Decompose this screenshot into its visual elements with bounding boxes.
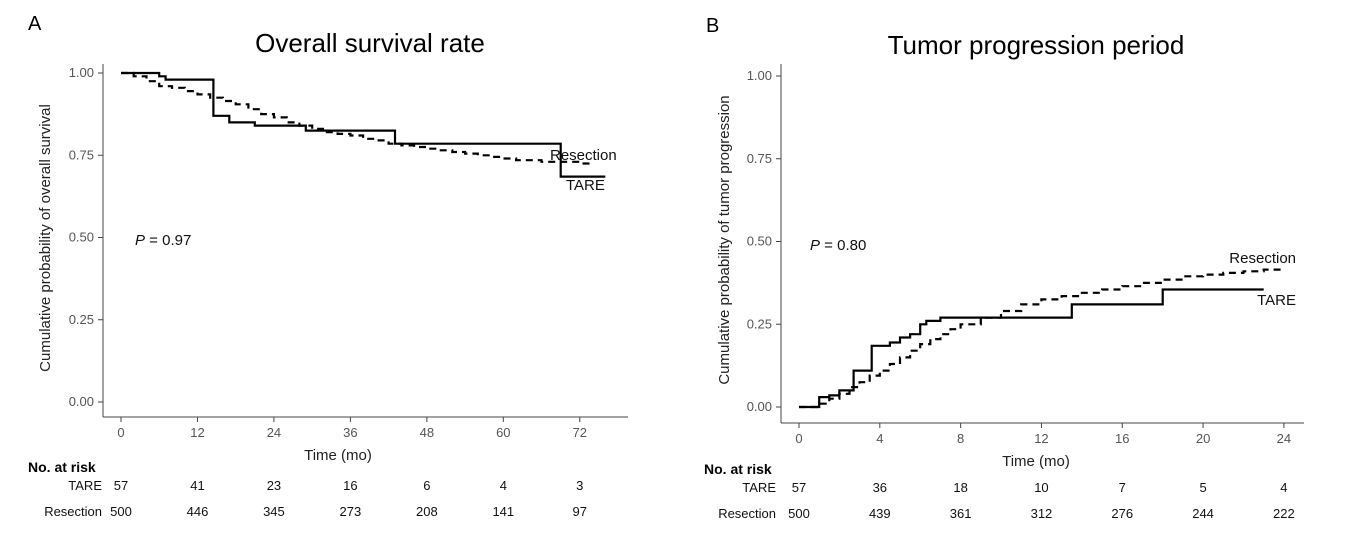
x-axis-label: Time (mo): [1002, 453, 1070, 470]
risk-table-cell: 7: [1119, 480, 1126, 495]
p-value: P = 0.97: [135, 232, 191, 249]
risk-table-cell: 4: [1280, 480, 1287, 495]
risk-table-cell: 244: [1192, 506, 1214, 521]
x-tick-label: 12: [1034, 431, 1048, 446]
series-line-resection: [799, 268, 1285, 409]
y-tick-label: 0.25: [747, 316, 772, 331]
chart-title: Tumor progression period: [888, 30, 1185, 60]
risk-table-cell: 439: [869, 506, 891, 521]
risk-table-cell: 141: [492, 504, 514, 519]
y-tick-label: 0.75: [747, 151, 772, 166]
risk-row-label-resection: Resection: [718, 506, 776, 521]
risk-table-cell: 222: [1273, 506, 1295, 521]
series-label-resection: Resection: [550, 147, 617, 164]
x-tick-label: 72: [573, 425, 587, 440]
risk-table-cell: 500: [110, 504, 132, 519]
x-tick-label: 0: [795, 431, 802, 446]
p-value-label: P: [810, 237, 820, 254]
series-label-tare: TARE: [566, 177, 605, 194]
series-line-resection: [121, 71, 593, 165]
risk-table-cell: 41: [190, 478, 204, 493]
risk-table-cell: 500: [788, 506, 810, 521]
p-value-text: = 0.97: [145, 232, 191, 249]
chart-b-svg: B Tumor progression period Time (mo) Cum…: [704, 15, 1304, 521]
risk-table-header: No. at risk: [28, 459, 96, 475]
risk-row-label-tare: TARE: [742, 480, 776, 495]
p-value-text: = 0.80: [820, 237, 866, 254]
series-label-resection: Resection: [1229, 250, 1296, 267]
x-tick-label: 24: [1277, 431, 1291, 446]
x-tick-label: 0: [117, 425, 124, 440]
y-tick-label: 1.00: [69, 65, 94, 80]
series-line-tare: [799, 288, 1264, 409]
risk-table-cell: 446: [187, 504, 209, 519]
series-line-tare: [121, 71, 606, 178]
x-tick-label: 60: [496, 425, 510, 440]
plot-area: 0.00 0.25 0.50 0.75 1.00 0 12 24 36 48 60 72: [69, 64, 628, 440]
chart-a-svg: A Overall survival rate Time (mo) Cumula…: [28, 13, 628, 519]
risk-row-label-resection: Resection: [44, 504, 102, 519]
x-tick-label: 24: [267, 425, 281, 440]
x-tick-label: 12: [190, 425, 204, 440]
risk-table-cell: 273: [340, 504, 362, 519]
x-tick-label: 16: [1115, 431, 1129, 446]
panel-letter: B: [706, 15, 719, 37]
risk-table-cell: 4: [500, 478, 507, 493]
y-tick-label: 0.25: [69, 312, 94, 327]
y-tick-label: 0.00: [747, 399, 772, 414]
x-tick-label: 36: [343, 425, 357, 440]
p-value: P = 0.80: [810, 237, 866, 254]
risk-table-cell: 97: [573, 504, 587, 519]
risk-table-cell: 16: [343, 478, 357, 493]
x-tick-label: 48: [420, 425, 434, 440]
x-tick-label: 8: [957, 431, 964, 446]
plot-area: 0.00 0.25 0.50 0.75 1.00 0 4 8 12 16 20 24: [747, 64, 1304, 446]
chart-panel-b: B Tumor progression period Time (mo) Cum…: [676, 0, 1352, 541]
y-axis-label: Cumulative probability of tumor progress…: [716, 95, 733, 384]
risk-table-cell: 208: [416, 504, 438, 519]
risk-table-cell: 10: [1034, 480, 1048, 495]
risk-table-cell: 361: [950, 506, 972, 521]
risk-table-cell: 276: [1111, 506, 1133, 521]
series-label-tare: TARE: [1257, 292, 1296, 309]
risk-row-label-tare: TARE: [68, 478, 102, 493]
risk-table-cell: 345: [263, 504, 285, 519]
chart-title: Overall survival rate: [255, 28, 485, 58]
risk-table-cell: 57: [114, 478, 128, 493]
risk-table-cell: 312: [1031, 506, 1053, 521]
y-tick-label: 1.00: [747, 68, 772, 83]
x-tick-label: 4: [876, 431, 883, 446]
chart-panel-a: A Overall survival rate Time (mo) Cumula…: [28, 13, 628, 519]
y-axis-label: Cumulative probability of overall surviv…: [37, 104, 54, 372]
risk-table-cell: 6: [423, 478, 430, 493]
y-tick-label: 0.50: [747, 234, 772, 249]
y-tick-label: 0.00: [69, 394, 94, 409]
y-tick-label: 0.50: [69, 230, 94, 245]
panel-letter: A: [28, 13, 42, 35]
risk-table-header: No. at risk: [704, 461, 772, 477]
x-tick-label: 20: [1196, 431, 1210, 446]
risk-table-cell: 5: [1199, 480, 1206, 495]
risk-table-cell: 23: [267, 478, 281, 493]
risk-table-cell: 18: [953, 480, 967, 495]
risk-table-cell: 57: [792, 480, 806, 495]
risk-table-cell: 3: [576, 478, 583, 493]
x-axis-label: Time (mo): [304, 447, 372, 464]
y-tick-label: 0.75: [69, 147, 94, 162]
risk-table-cell: 36: [873, 480, 887, 495]
p-value-label: P: [135, 232, 145, 249]
